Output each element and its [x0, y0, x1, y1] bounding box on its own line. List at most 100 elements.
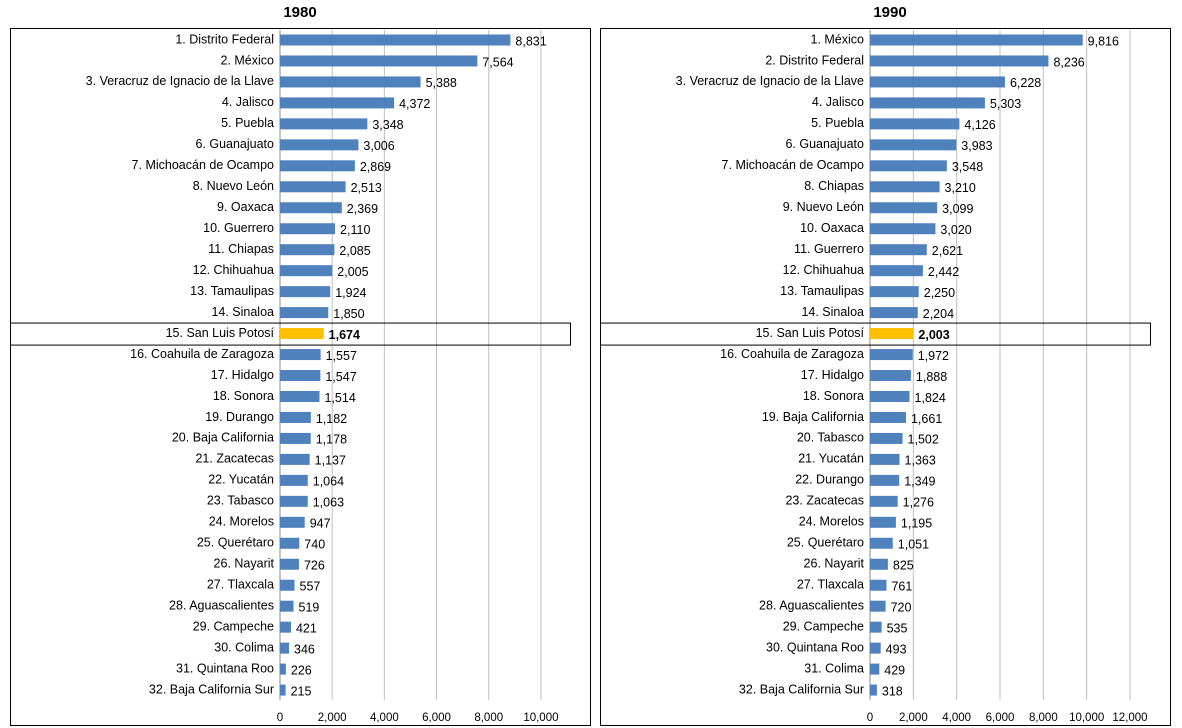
value-label: 825: [893, 559, 914, 573]
bar: [280, 160, 355, 172]
value-label: 1,824: [915, 391, 946, 405]
bar: [870, 579, 887, 591]
bar: [280, 663, 286, 675]
value-label: 1,557: [326, 349, 357, 363]
highlight-box: [10, 322, 571, 346]
category-label: 17. Hidalgo: [801, 368, 864, 382]
category-label: 32. Baja California Sur: [149, 682, 274, 696]
value-label: 1,502: [908, 433, 939, 447]
bar: [870, 286, 919, 298]
bar: [870, 621, 882, 633]
value-label: 1,924: [335, 286, 366, 300]
bar: [280, 97, 395, 109]
category-label: 17. Hidalgo: [211, 368, 274, 382]
value-label: 421: [296, 621, 317, 635]
value-label: 2,442: [928, 265, 959, 279]
bar: [870, 328, 914, 340]
category-label: 5. Puebla: [811, 116, 864, 130]
bar: [870, 370, 911, 382]
category-label: 30. Colima: [214, 640, 274, 654]
category-label: 20. Tabasco: [797, 431, 864, 445]
value-label: 1,972: [918, 349, 949, 363]
value-label: 2,250: [924, 286, 955, 300]
bar: [280, 642, 290, 654]
category-label: 20. Baja California: [172, 431, 274, 445]
bar: [280, 558, 299, 570]
value-label: 1,063: [313, 496, 344, 510]
category-label: 4. Jalisco: [812, 95, 864, 109]
value-label: 215: [291, 684, 312, 698]
chart: 1990 0 2,000 4,000 6,000 8,000 10,000 12,000 1. …: [600, 4, 1171, 726]
bar: [870, 516, 896, 528]
x-tick-label: 10,000: [1069, 712, 1104, 724]
x-tick-label: 0: [277, 712, 283, 724]
category-label: 12. Chihuahua: [193, 263, 274, 277]
category-label: 3. Veracruz de Ignacio de la Llave: [86, 74, 274, 88]
value-label: 493: [886, 642, 907, 656]
bar: [280, 600, 294, 612]
bar: [870, 537, 893, 549]
value-label: 2,085: [339, 244, 370, 258]
category-label: 26. Nayarit: [214, 557, 275, 571]
category-label: 15. San Luis Potosí: [166, 326, 275, 340]
x-tick-label: 4,000: [942, 712, 971, 724]
value-label: 761: [891, 580, 912, 594]
x-tick-label: 2,000: [318, 712, 347, 724]
category-label: 24. Morelos: [799, 515, 864, 529]
bar: [280, 265, 333, 277]
bar: [280, 453, 310, 465]
value-label: 1,850: [333, 307, 364, 321]
category-label: 6. Guanajuato: [785, 137, 864, 151]
value-label: 2,110: [340, 223, 370, 237]
value-label: 1,363: [905, 454, 936, 468]
bar: [280, 579, 295, 591]
category-label: 9. Oaxaca: [217, 200, 274, 214]
value-label: 3,548: [952, 160, 983, 174]
bar: [870, 76, 1005, 88]
value-label: 1,137: [315, 454, 346, 468]
value-label: 4,372: [399, 97, 430, 111]
bar: [870, 160, 947, 172]
bar: [280, 223, 336, 235]
bar: [870, 244, 927, 256]
bar: [870, 55, 1049, 67]
x-tick-label: 10,000: [523, 712, 558, 724]
x-tick-label: 8,000: [1029, 712, 1058, 724]
chart-title: 1990: [873, 4, 906, 21]
category-label: 21. Zacatecas: [195, 452, 274, 466]
chart-title: 1980: [283, 4, 316, 21]
category-label: 16. Coahuila de Zaragoza: [720, 347, 864, 361]
bar: [280, 349, 321, 361]
value-label: 740: [304, 538, 325, 552]
bar: [870, 349, 913, 361]
category-label: 23. Zacatecas: [785, 494, 864, 508]
x-tick-label: 6,000: [986, 712, 1015, 724]
category-label: 28. Aguascalientes: [759, 598, 864, 612]
bar: [870, 202, 938, 214]
chart: 1980 0 2,000 4,000 6,000 8,000 10,000 1. Distri…: [10, 4, 591, 726]
category-label: 5. Puebla: [221, 116, 274, 130]
bar: [280, 621, 291, 633]
category-label: 22. Durango: [795, 473, 864, 487]
category-label: 27. Tlaxcala: [207, 578, 274, 592]
value-label: 535: [887, 621, 908, 635]
value-label: 3,983: [961, 139, 992, 153]
value-label: 1,547: [325, 370, 356, 384]
category-label: 32. Baja California Sur: [739, 682, 864, 696]
category-label: 2. Distrito Federal: [765, 53, 864, 67]
value-label: 1,195: [901, 517, 932, 531]
bar: [870, 34, 1083, 46]
x-tick-label: 0: [867, 712, 873, 724]
value-label: 2,621: [932, 244, 963, 258]
bar: [870, 411, 906, 423]
category-label: 30. Quintana Roo: [766, 640, 864, 654]
category-label: 14. Sinaloa: [211, 305, 274, 319]
category-label: 12. Chihuahua: [783, 263, 864, 277]
bar: [280, 390, 320, 402]
value-label: 8,236: [1053, 55, 1084, 69]
category-label: 11. Chiapas: [208, 242, 274, 256]
value-label: 557: [300, 580, 321, 594]
x-tick-label: 8,000: [474, 712, 503, 724]
value-label: 8,831: [515, 34, 546, 48]
bar: [280, 244, 335, 256]
